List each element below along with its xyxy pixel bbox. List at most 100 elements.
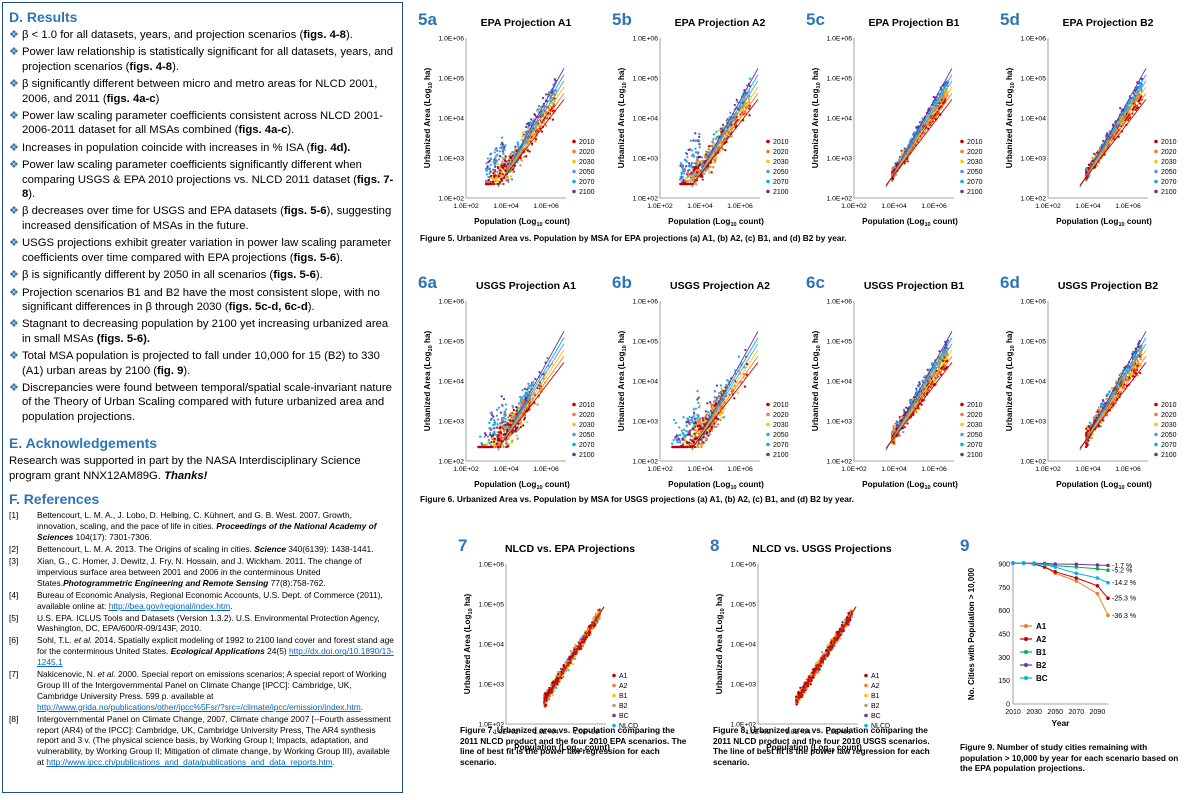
- data-point: [533, 113, 536, 116]
- data-point: [915, 389, 918, 392]
- legend-label: 2030: [967, 159, 983, 166]
- data-point: [721, 410, 725, 413]
- data-point: [521, 399, 524, 403]
- data-point: [523, 394, 526, 398]
- data-point: [691, 439, 694, 443]
- data-point: [708, 433, 711, 436]
- data-point: [488, 421, 491, 425]
- y-tick-label: 1.0E+03: [438, 156, 464, 163]
- data-point: [693, 171, 696, 175]
- data-point: [693, 418, 697, 422]
- x-label-text: Population (Log: [862, 217, 924, 226]
- data-point: [515, 409, 518, 412]
- data-point: [511, 170, 514, 173]
- data-point: [713, 422, 716, 425]
- legend-marker: [572, 149, 576, 154]
- text-run: Bettencourt, L. M. A., J. Lobo, D. Helbi…: [37, 510, 352, 532]
- y-tick-label: 1.0E+05: [826, 339, 852, 346]
- data-point: [705, 153, 708, 156]
- text-run: 77(8):758-762.: [268, 577, 326, 588]
- legend-marker: [766, 452, 770, 457]
- reference-link[interactable]: http://bea.gov/regional/index.htm: [108, 600, 231, 611]
- x-axis-label: Population (Log10 count): [474, 480, 570, 491]
- data-point: [504, 418, 508, 422]
- data-point: [680, 182, 683, 186]
- y-tick-label: 1.0E+04: [438, 116, 464, 123]
- data-point: [502, 152, 505, 155]
- data-point: [719, 418, 722, 422]
- data-point: [525, 132, 528, 135]
- data-point: [712, 133, 716, 136]
- data-point: [532, 382, 535, 385]
- reference-link[interactable]: http://dx.doi.org/10.1890/13-1245.1: [37, 646, 394, 668]
- reference-link[interactable]: http://www.ipcc.ch/publications_and_data…: [46, 757, 333, 768]
- data-point: [699, 442, 703, 446]
- chart-title: EPA Projection B1: [868, 17, 959, 29]
- results-list: ❖ β < 1.0 for all datasets, years, and pr…: [9, 28, 394, 424]
- y-tick-label: 1.0E+04: [1020, 116, 1046, 123]
- data-point: [486, 165, 489, 168]
- legend-marker: [572, 189, 576, 194]
- data-point: [534, 137, 538, 141]
- figure-6c-chart: USGS Projection B11.0E+021.0E+031.0E+041…: [811, 280, 983, 491]
- reference-item: [6] Sohl, T.L. et al. 2014. Spatially exp…: [9, 635, 394, 668]
- data-point: [507, 435, 510, 439]
- text-run: et al.: [97, 669, 116, 680]
- chart-title: USGS Projection B1: [864, 280, 965, 292]
- data-point: [682, 182, 685, 186]
- legend-label: 2030: [773, 422, 789, 429]
- legend-label: 2070: [773, 442, 789, 449]
- legend-marker: [572, 402, 576, 407]
- data-point: [489, 163, 492, 166]
- text-run: Photogrammetric Engineering and Remote S…: [63, 577, 269, 588]
- results-heading: D. Results: [9, 9, 78, 25]
- data-point: [725, 383, 728, 386]
- figure-6b-panel: 6b USGS Projection A2 1.0E+02 1.0E+03 1.0E+0…: [612, 273, 802, 493]
- data-point: [702, 441, 705, 444]
- data-point: [946, 347, 949, 350]
- data-point: [505, 439, 508, 442]
- data-point: [495, 414, 499, 417]
- y-tick-label: 1.0E+05: [826, 76, 852, 83]
- data-point: [697, 441, 700, 445]
- legend-label: 2100: [579, 452, 595, 459]
- data-point: [496, 435, 499, 438]
- x-label-end: count): [543, 480, 571, 489]
- data-point: [686, 155, 689, 159]
- data-point: [704, 410, 708, 413]
- data-point: [892, 439, 896, 442]
- figure-6c-panel: 6c USGS Projection B1 1.0E+02 1.0E+03 1.0E+0…: [806, 273, 996, 493]
- legend-label: 2010: [967, 139, 983, 146]
- data-point: [511, 168, 515, 171]
- data-point: [702, 436, 705, 439]
- data-point: [483, 443, 487, 447]
- y-tick-label: 1.0E+06: [826, 36, 852, 43]
- data-point: [901, 151, 905, 154]
- data-point: [698, 132, 701, 136]
- y-tick-label: 1.0E+02: [438, 196, 464, 203]
- figure-5c-panel: 5c EPA Projection B1 1.0E+02 1.0E+03 1.0E+04…: [806, 10, 996, 230]
- data-point: [1139, 102, 1142, 105]
- y-tick-label: 1.0E+06: [632, 299, 658, 306]
- data-point: [500, 182, 504, 186]
- data-point: [503, 412, 506, 415]
- bullet-diamond-icon: ❖: [9, 29, 19, 41]
- figure-number: 5a: [418, 10, 437, 29]
- data-point: [504, 408, 508, 411]
- data-point: [918, 381, 921, 384]
- data-point: [698, 146, 701, 149]
- data-point: [692, 176, 695, 179]
- data-point: [685, 165, 688, 168]
- data-point: [501, 424, 504, 427]
- reference-link[interactable]: http://www.grida.no/publications/other/i…: [37, 701, 361, 712]
- x-tick-label: 1.0E+02: [453, 466, 479, 473]
- data-point: [902, 430, 905, 434]
- data-point: [698, 155, 702, 159]
- data-point: [504, 155, 507, 158]
- data-point: [485, 162, 488, 165]
- data-point: [501, 419, 505, 422]
- data-point: [525, 155, 528, 158]
- text-run: Sohl, T.L.: [37, 635, 75, 646]
- data-point: [697, 401, 700, 405]
- y-tick-label: 1.0E+02: [632, 459, 658, 466]
